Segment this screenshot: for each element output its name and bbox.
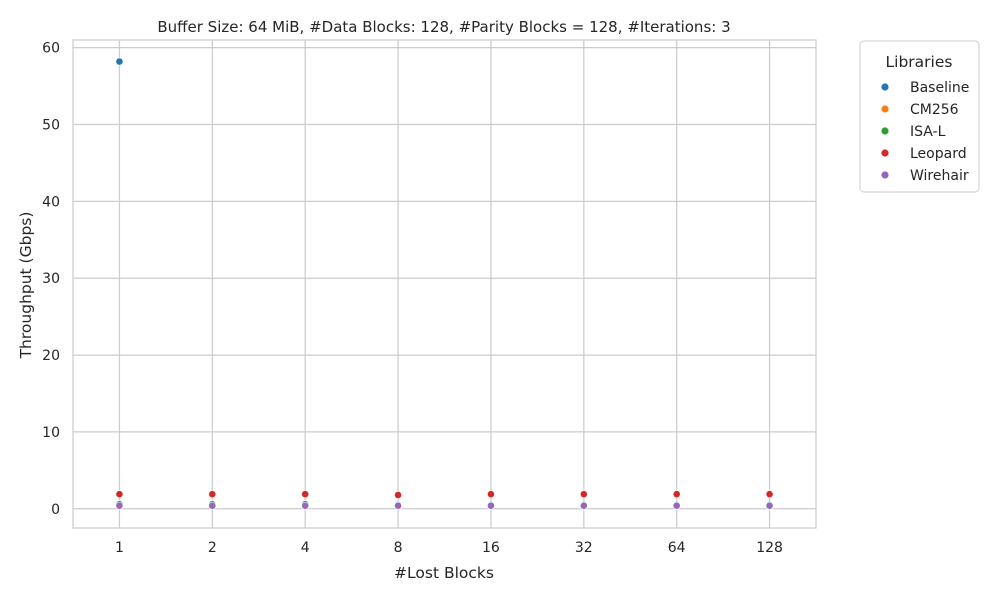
y-tick-labels: 0 10 20 30 40 50 60: [42, 41, 60, 518]
data-point-baseline: [115, 57, 124, 66]
y-tick-label: 60: [42, 41, 60, 57]
x-tick-label: 64: [668, 540, 686, 556]
y-tick-label: 50: [42, 118, 60, 134]
legend-items: Baseline CM256 ISA-L Leopard Wirehair: [881, 80, 969, 184]
legend-marker-cm256: [881, 105, 889, 113]
y-tick-label: 20: [42, 348, 60, 364]
legend-marker-baseline: [881, 83, 889, 91]
data-point-leopard: [115, 490, 124, 499]
y-tick-label: 40: [42, 194, 60, 210]
legend-marker-leopard: [881, 149, 889, 157]
data-point-wirehair: [487, 501, 495, 510]
data-point-leopard: [765, 490, 774, 499]
x-tick-label: 4: [301, 540, 310, 556]
y-axis-title: Throughput (Gbps): [17, 212, 35, 360]
legend-marker-isa-l: [881, 127, 889, 135]
x-tick-label: 8: [394, 540, 403, 556]
legend-label-wirehair: Wirehair: [910, 168, 969, 184]
legend-label-isa-l: ISA-L: [910, 124, 946, 140]
y-tick-label: 0: [51, 502, 60, 518]
x-axis-title: #Lost Blocks: [394, 564, 494, 582]
legend-marker-wirehair: [881, 171, 889, 179]
legend: Libraries Baseline CM256 ISA-L Leopard Wireh…: [859, 40, 980, 193]
y-tick-label: 30: [42, 271, 60, 287]
chart-title: Buffer Size: 64 MiB, #Data Blocks: 128, …: [157, 18, 730, 36]
data-point-wirehair: [579, 501, 588, 510]
x-tick-labels: 1 2 4 8 16 32 64 128: [115, 540, 783, 556]
legend-box: [859, 40, 980, 193]
legend-title: Libraries: [886, 53, 953, 71]
x-tick-label: 1: [115, 540, 124, 556]
legend-label-cm256: CM256: [910, 102, 959, 118]
data-point-wirehair: [765, 501, 774, 510]
plot-frame: [72, 39, 817, 529]
data-point-wirehair: [208, 501, 217, 510]
data-point-leopard: [487, 490, 495, 499]
data-point-leopard: [301, 490, 310, 499]
x-tick-label: 16: [482, 540, 500, 556]
data-point-wirehair: [115, 501, 124, 510]
legend-label-baseline: Baseline: [910, 80, 969, 96]
data-points: [115, 57, 774, 510]
data-point-wirehair: [672, 501, 681, 510]
data-point-leopard: [394, 491, 402, 499]
data-point-leopard: [672, 490, 681, 499]
data-point-wirehair: [301, 501, 310, 510]
x-tick-label: 128: [756, 540, 783, 556]
data-point-wirehair: [394, 501, 402, 510]
grid-lines: [73, 40, 816, 528]
y-tick-label: 10: [42, 425, 60, 441]
legend-label-leopard: Leopard: [910, 146, 967, 162]
x-tick-label: 32: [575, 540, 593, 556]
data-point-leopard: [208, 490, 217, 499]
data-point-leopard: [579, 490, 588, 499]
x-tick-label: 2: [208, 540, 217, 556]
